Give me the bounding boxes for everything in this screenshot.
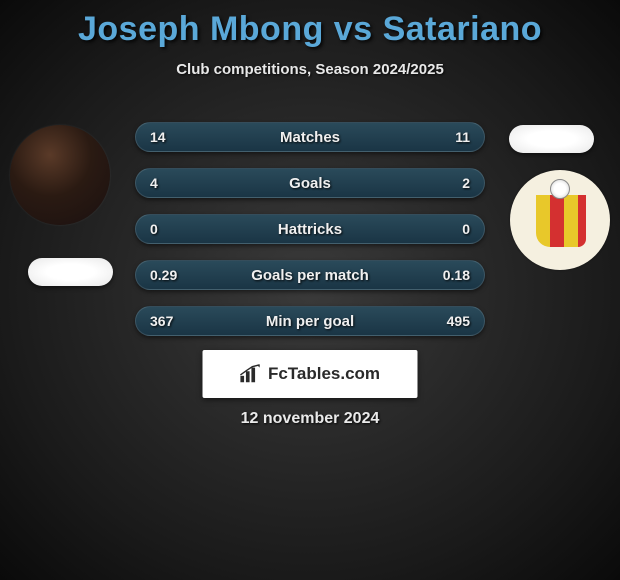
stat-label: Min per goal: [136, 313, 484, 330]
stat-value-right: 2: [462, 175, 470, 191]
player-left-avatar: [10, 125, 110, 225]
date-label: 12 november 2024: [0, 410, 620, 428]
stat-label: Hattricks: [136, 221, 484, 238]
stat-value-left: 367: [150, 313, 173, 329]
stats-table: 14Matches11 4Goals2 0Hattricks0 0.29Goals p…: [135, 122, 485, 352]
stat-value-left: 0.29: [150, 267, 177, 283]
player-left-club-pill: [28, 258, 113, 286]
stat-row: 0.29Goals per match0.18: [135, 260, 485, 290]
stat-value-left: 14: [150, 129, 166, 145]
stat-label: Goals: [136, 175, 484, 192]
stat-row: 4Goals2: [135, 168, 485, 198]
stat-row: 14Matches11: [135, 122, 485, 152]
club-crest-icon: [532, 185, 588, 255]
stat-value-right: 0.18: [443, 267, 470, 283]
stat-value-right: 495: [447, 313, 470, 329]
stat-label: Matches: [136, 129, 484, 146]
stat-value-left: 4: [150, 175, 158, 191]
stat-row: 367Min per goal495: [135, 306, 485, 336]
player-right-avatar: [510, 170, 610, 270]
bar-chart-icon: [240, 364, 262, 384]
stat-label: Goals per match: [136, 267, 484, 284]
stat-value-left: 0: [150, 221, 158, 237]
player-right-club-pill: [509, 125, 594, 153]
stat-value-right: 0: [462, 221, 470, 237]
subtitle: Club competitions, Season 2024/2025: [0, 61, 620, 78]
watermark-text: FcTables.com: [268, 364, 380, 384]
stat-value-right: 11: [455, 129, 470, 145]
watermark: FcTables.com: [203, 350, 418, 398]
stat-row: 0Hattricks0: [135, 214, 485, 244]
page-title: Joseph Mbong vs Satariano: [0, 0, 620, 49]
